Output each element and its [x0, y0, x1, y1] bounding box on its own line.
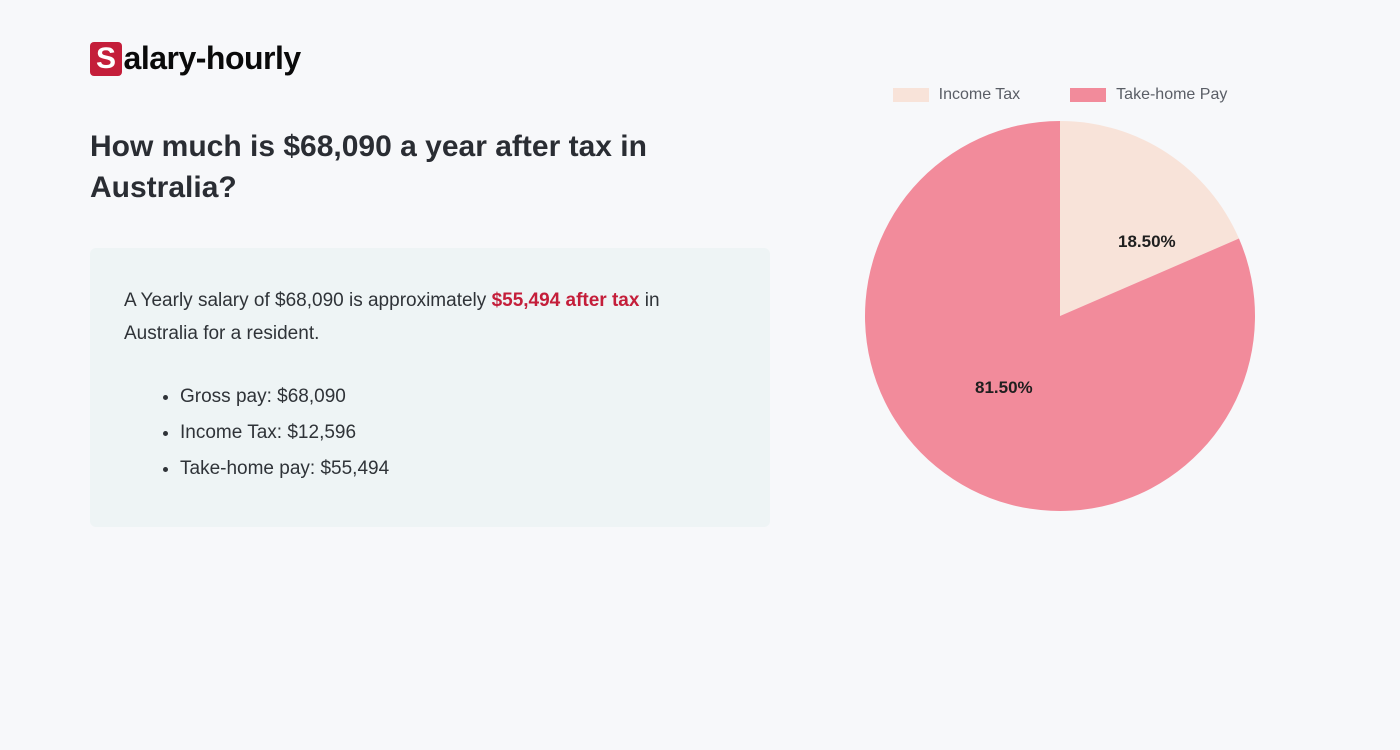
legend-item-income-tax: Income Tax: [893, 86, 1021, 104]
list-item: Income Tax: $12,596: [180, 415, 736, 451]
legend-label: Income Tax: [939, 86, 1021, 104]
slice-label-income-tax: 18.50%: [1118, 232, 1176, 252]
logo-badge: S: [90, 42, 122, 76]
page-title: How much is $68,090 a year after tax in …: [90, 127, 770, 208]
summary-box: A Yearly salary of $68,090 is approximat…: [90, 248, 770, 527]
site-logo: Salary-hourly: [90, 40, 770, 77]
right-column: Income Tax Take-home Pay 18.50% 81.50%: [830, 40, 1290, 527]
logo-text: alary-hourly: [124, 40, 301, 77]
legend-label: Take-home Pay: [1116, 86, 1227, 104]
summary-sentence: A Yearly salary of $68,090 is approximat…: [124, 284, 736, 351]
breakdown-list: Gross pay: $68,090 Income Tax: $12,596 T…: [124, 379, 736, 487]
legend-swatch: [1070, 88, 1106, 102]
chart-legend: Income Tax Take-home Pay: [830, 86, 1290, 104]
list-item: Gross pay: $68,090: [180, 379, 736, 415]
summary-highlight: $55,494 after tax: [492, 290, 640, 311]
summary-prefix: A Yearly salary of $68,090 is approximat…: [124, 290, 492, 311]
page-container: Salary-hourly How much is $68,090 a year…: [0, 0, 1400, 567]
slice-label-takehome: 81.50%: [975, 378, 1033, 398]
legend-swatch: [893, 88, 929, 102]
legend-item-takehome: Take-home Pay: [1070, 86, 1227, 104]
list-item: Take-home pay: $55,494: [180, 451, 736, 487]
pie-chart: 18.50% 81.50%: [860, 116, 1260, 516]
pie-svg: [860, 116, 1260, 516]
left-column: Salary-hourly How much is $68,090 a year…: [90, 40, 770, 527]
